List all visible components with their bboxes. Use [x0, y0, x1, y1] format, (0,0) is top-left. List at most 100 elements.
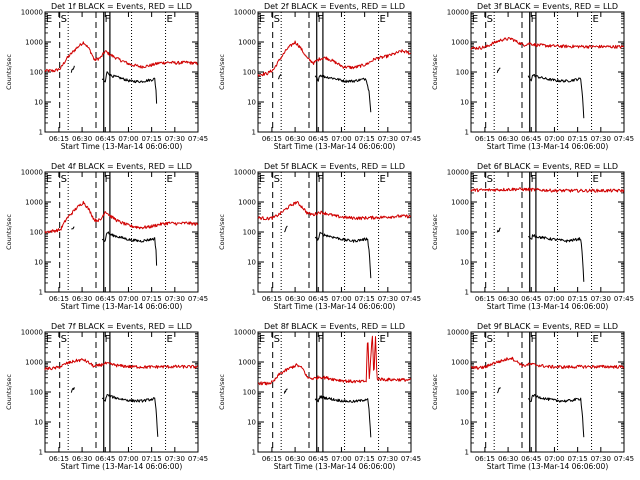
y-tick-label: 10000: [21, 9, 43, 17]
event-marker-label: E: [46, 334, 52, 345]
x-tick-label: 07:00: [544, 135, 564, 143]
panel-title: Det 3f BLACK = Events, RED = LLD: [477, 2, 618, 11]
event-marker-label: S: [274, 174, 280, 185]
x-tick-label: 07:30: [591, 295, 611, 303]
events-series-line: [496, 227, 585, 282]
y-tick-label: 1000: [451, 359, 469, 367]
event-marker-label: F: [105, 14, 111, 25]
event-marker-label: E: [379, 174, 385, 185]
lld-series-line: [470, 37, 625, 50]
events-series-line: [71, 226, 158, 266]
event-marker-label: E: [472, 334, 478, 345]
y-axis-label: Counts/sec: [431, 214, 439, 250]
y-tick-label: 10000: [21, 329, 43, 337]
x-tick-label: 06:45: [308, 295, 328, 303]
y-tick-label: 1000: [238, 359, 256, 367]
x-tick-label: 06:30: [285, 295, 305, 303]
event-marker-label: E: [592, 14, 598, 25]
y-tick-label: 10: [34, 99, 43, 107]
event-marker-label: E: [379, 334, 385, 345]
x-tick-label: 06:15: [475, 455, 495, 463]
event-marker-label: F: [531, 174, 537, 185]
x-tick-label: 06:30: [285, 455, 305, 463]
events-series-line: [496, 67, 585, 119]
panel-title: Det 2f BLACK = Events, RED = LLD: [264, 2, 405, 11]
y-tick-label: 100: [243, 229, 256, 237]
y-axis-label: Counts/sec: [5, 54, 13, 90]
lld-series-line: [257, 40, 411, 77]
x-tick-label: 07:30: [378, 295, 398, 303]
event-marker-label: S: [61, 14, 67, 25]
events-series-line: [70, 65, 158, 104]
y-tick-label: 1: [39, 129, 43, 137]
y-tick-label: 10000: [234, 9, 256, 17]
lld-series-line: [44, 41, 198, 73]
x-tick-label: 06:30: [72, 135, 92, 143]
event-marker-label: E: [166, 174, 172, 185]
x-axis-label: Start Time (13-Mar-14 06:06:00): [61, 462, 183, 471]
x-tick-label: 07:15: [142, 455, 162, 463]
x-tick-label: 06:15: [262, 455, 282, 463]
x-tick-label: 07:00: [331, 295, 351, 303]
y-axis-label: Counts/sec: [431, 374, 439, 410]
event-marker-label: S: [61, 174, 67, 185]
x-tick-label: 06:15: [49, 455, 69, 463]
x-tick-label: 07:15: [355, 135, 375, 143]
event-marker-label: E: [166, 334, 172, 345]
x-tick-label: 06:15: [49, 135, 69, 143]
panel-title: Det 1f BLACK = Events, RED = LLD: [51, 2, 192, 11]
x-tick-label: 07:00: [118, 135, 138, 143]
x-tick-label: 06:45: [308, 455, 328, 463]
x-tick-label: 07:00: [544, 455, 564, 463]
event-marker-label: E: [379, 14, 385, 25]
y-axis-label: Counts/sec: [218, 214, 226, 250]
x-tick-label: 07:45: [614, 135, 634, 143]
event-marker-label: E: [472, 14, 478, 25]
panel-title: Det 6f BLACK = Events, RED = LLD: [477, 162, 618, 171]
y-tick-label: 1000: [451, 39, 469, 47]
panel-6: 06:15 06:30 06:45 07:00 07:15 07:30 07:45 1 10 10…: [431, 162, 634, 311]
y-tick-label: 1000: [25, 199, 43, 207]
y-tick-label: 1000: [238, 39, 256, 47]
y-tick-label: 10000: [234, 169, 256, 177]
y-tick-label: 10: [34, 259, 43, 267]
events-series-line: [277, 73, 372, 113]
x-tick-label: 06:45: [521, 135, 541, 143]
events-series-line: [284, 225, 372, 279]
x-tick-label: 06:30: [285, 135, 305, 143]
event-marker-label: F: [105, 174, 111, 185]
event-marker-label: E: [166, 14, 172, 25]
event-marker-label: E: [259, 174, 265, 185]
x-tick-label: 07:30: [165, 455, 185, 463]
event-marker-label: E: [259, 14, 265, 25]
y-tick-label: 1: [39, 449, 43, 457]
x-tick-label: 06:15: [475, 295, 495, 303]
y-axis-label: Counts/sec: [218, 54, 226, 90]
y-tick-label: 100: [30, 389, 43, 397]
x-tick-label: 07:15: [568, 455, 588, 463]
y-tick-label: 1: [465, 449, 469, 457]
events-series-line: [283, 388, 372, 438]
y-tick-label: 10000: [447, 329, 469, 337]
y-tick-label: 10000: [21, 169, 43, 177]
y-tick-label: 100: [243, 69, 256, 77]
x-axis-label: Start Time (13-Mar-14 06:06:00): [274, 142, 396, 151]
event-marker-label: F: [531, 14, 537, 25]
event-marker-label: S: [61, 334, 67, 345]
x-axis-label: Start Time (13-Mar-14 06:06:00): [487, 142, 609, 151]
x-tick-label: 07:00: [544, 295, 564, 303]
x-tick-label: 07:15: [355, 455, 375, 463]
event-marker-label: F: [531, 334, 537, 345]
y-axis-label: Counts/sec: [431, 54, 439, 90]
y-tick-label: 100: [243, 389, 256, 397]
lld-series-line: [44, 358, 199, 371]
x-tick-label: 07:45: [401, 455, 421, 463]
y-tick-label: 10: [247, 259, 256, 267]
y-tick-label: 1: [465, 289, 469, 297]
x-tick-label: 07:30: [591, 455, 611, 463]
panel-9: 06:15 06:30 06:45 07:00 07:15 07:30 07:45 1 10 10…: [431, 322, 634, 471]
y-tick-label: 10: [460, 259, 469, 267]
x-axis-label: Start Time (13-Mar-14 06:06:00): [274, 462, 396, 471]
x-tick-label: 07:15: [355, 295, 375, 303]
x-tick-label: 06:45: [308, 135, 328, 143]
